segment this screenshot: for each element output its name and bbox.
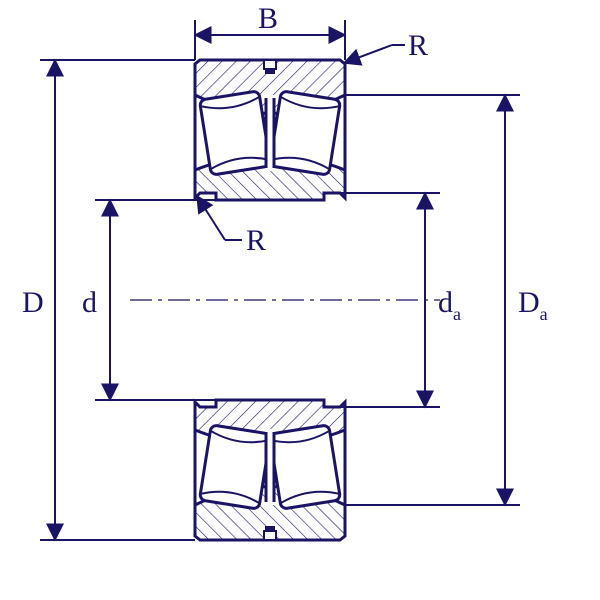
upper-half [195, 60, 345, 200]
label-d: d [82, 286, 97, 319]
label-D: D [22, 286, 44, 319]
leader-R-inner [197, 196, 242, 240]
label-da: da [438, 286, 461, 324]
label-B: B [258, 2, 278, 35]
leader-R-top [344, 45, 405, 63]
label-R-top: R [408, 29, 428, 62]
lower-half [195, 400, 345, 540]
label-Da: Da [518, 286, 548, 324]
bearing-cross-section-diagram: B R R D d da Da [0, 0, 600, 600]
label-R-inner: R [246, 224, 266, 257]
